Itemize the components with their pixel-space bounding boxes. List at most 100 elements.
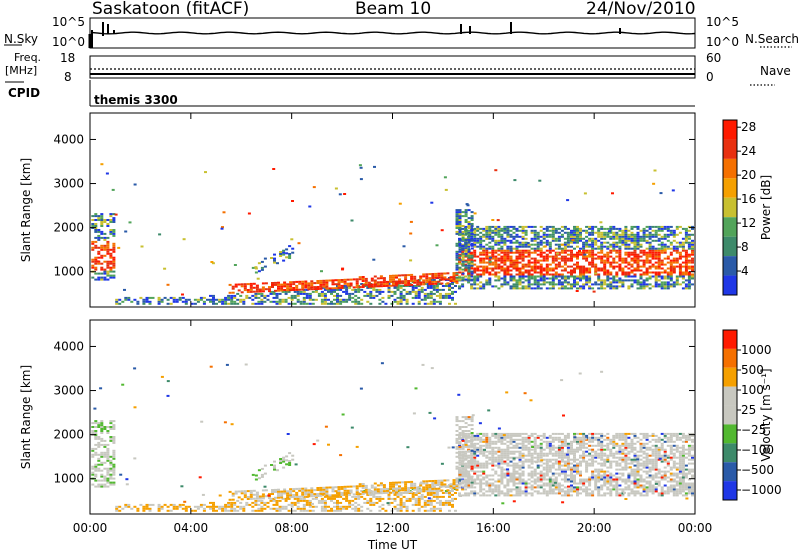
velocity-cell: [112, 477, 116, 480]
power-cell: [603, 231, 607, 234]
power-cell: [467, 229, 471, 232]
velocity-cell: [292, 496, 296, 498]
velocity-cell: [573, 438, 576, 441]
power-cell: [157, 296, 161, 299]
velocity-cell: [576, 450, 579, 453]
velocity-cell: [612, 442, 616, 445]
power-cell: [624, 247, 628, 250]
power-cell: [334, 287, 338, 290]
n-tick-right-bottom: 10^0: [706, 35, 739, 49]
velocity-cell: [479, 486, 483, 489]
power-cell: [536, 287, 540, 290]
velocity-cell: [389, 483, 392, 486]
power-cell: [103, 268, 107, 271]
power-cell: [615, 265, 619, 268]
velocity-cell: [410, 482, 414, 485]
power-cell: [320, 300, 324, 303]
velocity-cell: [249, 491, 253, 494]
velocity-cell: [166, 505, 170, 508]
power-cell: [454, 302, 457, 305]
velocity-cell: [199, 505, 203, 508]
power-cell: [479, 251, 483, 254]
power-cell: [473, 237, 477, 240]
velocity-cell: [461, 494, 465, 497]
velocity-cell: [612, 486, 616, 489]
power-cell: [395, 282, 398, 285]
power-cell: [293, 294, 297, 297]
velocity-cell: [494, 460, 498, 463]
power-cell: [166, 283, 170, 286]
power-cell: [657, 259, 661, 262]
power-cell: [455, 266, 459, 269]
velocity-cell: [582, 490, 586, 493]
power-cell: [467, 232, 471, 235]
velocity-cell: [506, 458, 510, 461]
velocity-cell: [545, 436, 549, 439]
velocity-cell: [112, 457, 116, 460]
velocity-cell: [521, 466, 525, 469]
power-cell: [551, 257, 555, 260]
velocity-cell: [387, 490, 391, 492]
power-cell: [624, 239, 628, 242]
velocity-cell: [527, 472, 531, 475]
power-cell: [461, 278, 465, 281]
velocity-cell: [370, 486, 374, 489]
power-cell: [660, 259, 664, 262]
power-cell: [621, 241, 625, 244]
velocity-cell: [566, 478, 570, 481]
power-cell: [206, 298, 209, 301]
power-cell: [645, 257, 649, 260]
velocity-cell: [548, 452, 552, 455]
power-cell: [521, 231, 525, 234]
velocity-cell: [500, 458, 504, 461]
velocity-cell: [506, 490, 510, 493]
velocity-cell: [405, 499, 409, 502]
velocity-cell: [579, 444, 582, 447]
velocity-cell: [557, 460, 561, 463]
power-cell: [227, 294, 231, 297]
power-cell: [621, 273, 625, 276]
velocity-cell: [603, 480, 607, 483]
power-cell: [500, 261, 504, 264]
power-cell: [145, 300, 149, 303]
power-cell: [518, 241, 522, 244]
power-cell: [401, 280, 405, 283]
velocity-cell: [434, 481, 438, 484]
power-cell: [336, 292, 339, 295]
power-cell: [666, 227, 670, 230]
power-cell: [554, 229, 558, 232]
power-cell: [663, 227, 667, 230]
power-cell: [666, 267, 670, 270]
power-cell: [291, 247, 295, 250]
velocity-cell: [609, 492, 613, 495]
power-cell: [461, 251, 465, 254]
velocity-cell: [585, 460, 589, 463]
power-cell: [94, 230, 98, 233]
velocity-cell: [432, 493, 436, 496]
power-cell: [618, 265, 622, 268]
power-cell: [554, 253, 558, 256]
velocity-cell: [307, 491, 311, 494]
velocity-cell: [542, 466, 546, 469]
power-cell: [669, 233, 673, 236]
power-cell: [458, 238, 462, 241]
velocity-cell: [342, 505, 346, 508]
velocity-cell: [570, 480, 573, 483]
velocity-cell: [588, 438, 592, 441]
power-cell: [103, 254, 107, 257]
power-cell: [479, 269, 483, 272]
velocity-cell: [606, 470, 610, 473]
power-cell: [509, 241, 513, 244]
velocity-cell: [588, 448, 592, 451]
power-cell: [563, 241, 567, 244]
power-cell: [488, 255, 492, 258]
power-cell: [545, 243, 549, 246]
velocity-cell: [551, 462, 555, 465]
power-cell: [97, 217, 101, 220]
power-cell: [603, 271, 607, 274]
velocity-cell: [603, 452, 607, 455]
power-cell: [333, 288, 336, 291]
velocity-cell: [426, 493, 430, 496]
power-cell: [458, 285, 461, 288]
power-cell: [348, 286, 352, 289]
